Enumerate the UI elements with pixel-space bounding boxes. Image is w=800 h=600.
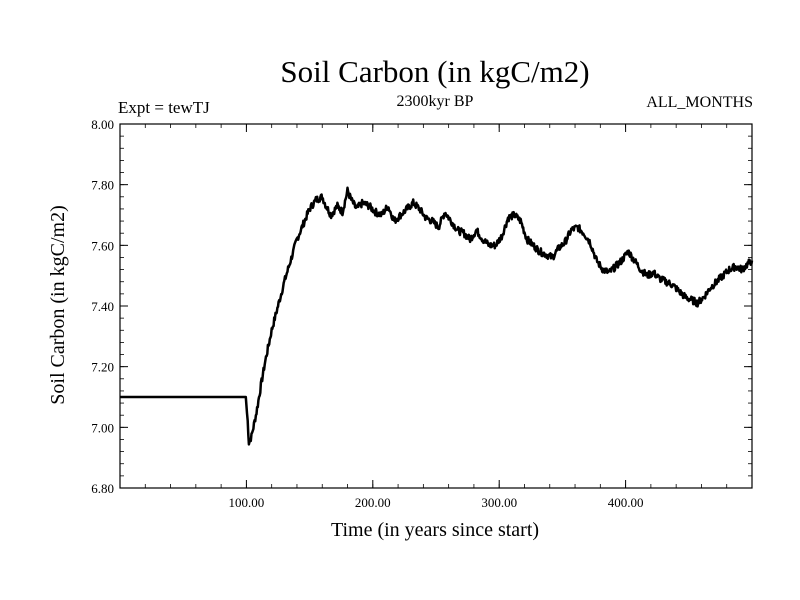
y-tick-label: 8.00 — [91, 117, 114, 132]
y-tick-label: 7.20 — [91, 360, 114, 375]
y-axis-label: Soil Carbon (in kgC/m2) — [47, 205, 69, 404]
y-tick-label: 7.80 — [91, 178, 114, 193]
chart-subtitle: 2300kyr BP — [397, 93, 474, 110]
experiment-label: Expt = tewTJ — [118, 98, 210, 117]
y-tick-label: 7.40 — [91, 299, 114, 314]
x-tick-label: 400.00 — [608, 495, 644, 510]
x-tick-label: 300.00 — [481, 495, 517, 510]
chart-title: Soil Carbon (in kgC/m2) — [280, 54, 589, 89]
x-axis-label: Time (in years since start) — [331, 519, 539, 541]
x-axis-ticks: 100.00 200.00 300.00 400.00 — [119, 124, 753, 510]
months-label: ALL_MONTHS — [646, 94, 753, 111]
x-tick-label: 100.00 — [229, 495, 265, 510]
soil-carbon-series-line — [119, 186, 754, 446]
y-axis-ticks: 6.80 7.00 7.20 7.40 7.60 7.80 8.00 — [91, 117, 752, 496]
y-tick-label: 6.80 — [91, 481, 114, 496]
y-tick-label: 7.00 — [91, 420, 114, 435]
x-tick-label: 200.00 — [355, 495, 391, 510]
y-tick-label: 7.60 — [91, 238, 114, 253]
plot-frame — [119, 123, 753, 489]
